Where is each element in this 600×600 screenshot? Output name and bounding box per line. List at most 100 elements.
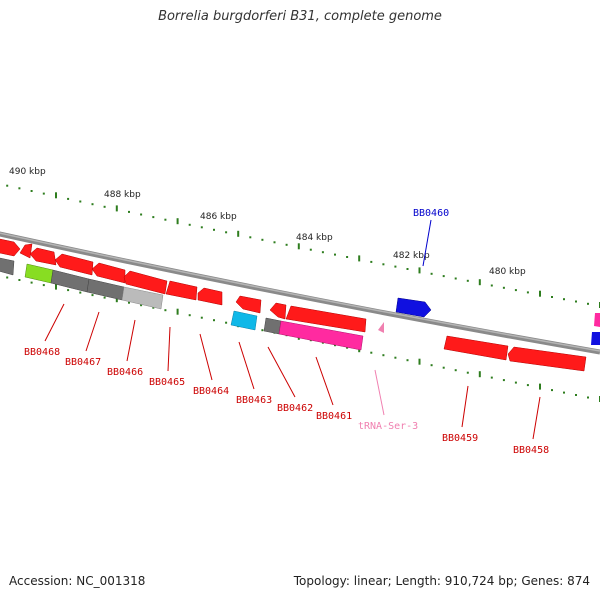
scale-tick [575, 300, 577, 303]
gene-feature[interactable] [285, 305, 367, 333]
scale-tick [91, 203, 94, 206]
scale-label-484: 484 kbp [296, 233, 333, 243]
track-tick [466, 371, 469, 374]
scale-label-488: 488 kbp [104, 190, 141, 200]
scale-tick [225, 231, 228, 234]
track-tick [103, 296, 106, 299]
scale-tick [382, 263, 385, 266]
gene-feature[interactable] [121, 286, 164, 310]
scale-tick [249, 236, 252, 239]
gene-feature[interactable] [0, 257, 15, 276]
gene-feature[interactable] [54, 253, 94, 276]
track-tick [587, 396, 589, 399]
scale-tick [152, 216, 155, 219]
track-tick [200, 316, 203, 319]
scale-tick [67, 197, 70, 200]
scale-tick [164, 218, 167, 221]
scale-tick [237, 230, 240, 237]
trna-feature[interactable] [378, 322, 384, 333]
gene-label[interactable]: BB0464 [193, 386, 229, 397]
accession-text: Accession: NC_001318 [9, 574, 146, 588]
gene-labels: BB0468 BB0467 BB0466 BB0465 BB0464 BB046… [24, 208, 549, 456]
gene-feature[interactable] [24, 263, 54, 284]
scale-tick [394, 265, 397, 268]
track-tick [176, 308, 179, 315]
track-tick [370, 351, 373, 354]
track-tick [79, 291, 82, 294]
track-tick [430, 364, 433, 367]
gene-label[interactable]: BB0461 [316, 411, 352, 422]
scale-tick [30, 190, 33, 192]
scale-tick [176, 218, 179, 225]
scale-tick [128, 210, 130, 213]
scale-tick [273, 241, 276, 244]
track-tick [152, 306, 155, 309]
track-tick [526, 384, 529, 387]
scale-labels: 490 kbp 488 kbp 486 kbp 484 kbp 482 kbp … [9, 167, 526, 277]
gene-label[interactable]: BB0466 [107, 367, 143, 378]
gene-feature[interactable] [19, 243, 33, 259]
gene-feature[interactable] [395, 297, 432, 318]
track-tick [346, 346, 349, 349]
scale-tick [466, 279, 469, 282]
gene-feature[interactable] [197, 287, 223, 306]
track-tick [164, 309, 167, 312]
track-tick [188, 314, 191, 317]
track-tick [334, 344, 336, 347]
scale-tick [442, 275, 445, 278]
scale-tick [42, 192, 45, 195]
gene-feature[interactable] [591, 332, 600, 345]
gene-label[interactable]: BB0468 [24, 347, 60, 358]
trna-label[interactable]: tRNA-Ser-3 [358, 421, 418, 432]
scale-tick [103, 205, 106, 208]
scale-tick [587, 302, 589, 305]
gene-feature[interactable] [594, 313, 600, 327]
track-tick [575, 394, 577, 396]
gene-label[interactable]: BB0462 [277, 403, 313, 414]
track-tick [514, 381, 517, 384]
gene-feature[interactable] [165, 280, 198, 301]
gene-label[interactable]: BB0460 [413, 208, 449, 219]
scale-track [6, 184, 600, 308]
scale-label-482: 482 kbp [393, 251, 430, 261]
scale-tick [200, 226, 203, 229]
gene-feature[interactable] [263, 317, 282, 335]
gene-feature[interactable] [29, 247, 57, 266]
gene-feature[interactable] [91, 262, 126, 284]
track-tick [18, 279, 21, 281]
genome-summary-text: Topology: linear; Length: 910,724 bp; Ge… [293, 574, 590, 588]
scale-tick [140, 213, 143, 216]
scale-tick [285, 243, 288, 246]
track-tick [502, 379, 505, 382]
gene-feature[interactable] [269, 302, 287, 320]
track-tick [6, 276, 9, 279]
gene-label[interactable]: BB0459 [442, 433, 478, 444]
gene-label[interactable]: BB0463 [236, 395, 272, 406]
track-tick [91, 294, 94, 297]
scale-tick [55, 192, 57, 199]
gene-label[interactable]: BB0465 [149, 377, 185, 388]
track-tick [454, 369, 457, 372]
track-tick [563, 391, 565, 394]
scale-tick [321, 251, 324, 254]
gene-feature[interactable] [0, 238, 21, 257]
track-tick [261, 329, 264, 332]
gene-label[interactable]: BB0458 [513, 445, 549, 456]
track-tick [490, 376, 493, 379]
gene-feature[interactable] [278, 320, 364, 351]
gene-label[interactable]: BB0467 [65, 357, 101, 368]
scale-tick [261, 238, 264, 241]
track-tick [225, 321, 228, 324]
scale-tick [334, 253, 336, 256]
gene-feature[interactable] [507, 346, 587, 372]
gene-feature[interactable] [235, 295, 262, 314]
track-tick [382, 354, 385, 357]
label-leaders [44, 219, 541, 440]
gene-feature[interactable] [123, 270, 168, 295]
gene-feature[interactable] [230, 310, 258, 331]
scale-tick [539, 290, 541, 297]
gene-features[interactable] [0, 238, 600, 372]
gene-feature[interactable] [443, 335, 509, 361]
